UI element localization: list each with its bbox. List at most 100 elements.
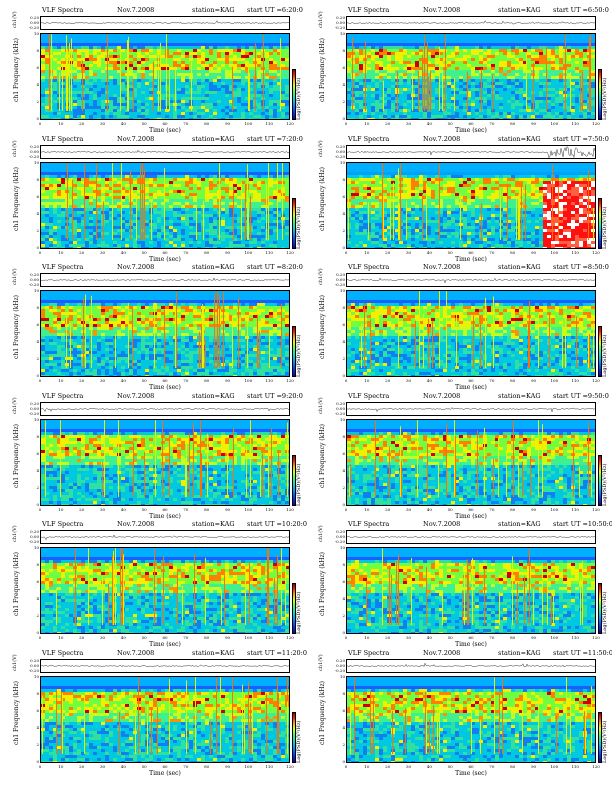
spectrogram-cell <box>225 88 229 91</box>
spectrogram-cell <box>237 183 241 187</box>
spectrogram-cell <box>383 46 387 49</box>
spectrogram-cell <box>101 168 105 172</box>
ch-ytick: -0.20 <box>29 25 39 30</box>
spectrogram-cell <box>137 106 141 109</box>
spectrogram-cell <box>53 174 57 178</box>
spectrogram-cell <box>407 55 411 58</box>
sferic-streak <box>481 68 482 111</box>
spectrogram-cell <box>209 94 213 97</box>
frequency-tick-label: 2 <box>342 99 345 104</box>
spectrogram-cell <box>181 97 185 100</box>
spectrogram-cell <box>197 219 201 223</box>
spectrogram-cell <box>455 70 459 73</box>
spectrogram-cell <box>463 67 467 70</box>
spectrogram-cell <box>221 46 225 49</box>
spectrogram-cell <box>383 115 387 118</box>
spectrogram-cell <box>73 204 77 208</box>
spectrogram-cell <box>73 207 77 211</box>
spectrogram-cell <box>407 37 411 40</box>
spectrogram-cell <box>221 40 225 43</box>
spectrogram-cell <box>113 186 117 190</box>
spectrogram-cell <box>241 213 245 217</box>
spectrogram-cell <box>109 174 113 178</box>
spectrogram-cell <box>161 70 165 73</box>
spectrogram-cell <box>93 61 97 64</box>
spectrogram-cell <box>539 85 543 88</box>
spectrogram-cell <box>583 64 587 67</box>
spectrogram-cell <box>459 70 463 73</box>
spectrogram-cell <box>229 207 233 211</box>
spectrogram-cell <box>359 79 363 82</box>
spectrogram-cell <box>285 168 289 172</box>
spectrogram-cell <box>555 55 559 58</box>
spectrogram-cell <box>85 100 89 103</box>
spectrogram-cell <box>575 73 579 76</box>
spectrogram-cell <box>379 43 383 46</box>
spectrogram-cell <box>149 46 153 49</box>
spectrogram-cell <box>273 43 277 46</box>
spectrogram-cell <box>153 94 157 97</box>
spectrogram-cell <box>253 201 257 205</box>
spectrogram-cell <box>475 112 479 115</box>
spectrogram-cell <box>241 165 245 169</box>
spectrogram-cell <box>391 34 395 37</box>
spectrogram-cell <box>77 118 81 119</box>
spectrogram-cell <box>415 88 419 91</box>
spectrogram-cell <box>225 201 229 205</box>
spectrogram-cell <box>491 64 495 67</box>
spectrogram-cell <box>241 70 245 73</box>
spectrogram-cell <box>467 85 471 88</box>
panel-start-time: start UT =6:20:0 <box>247 6 303 15</box>
spectrogram-cell <box>371 79 375 82</box>
spectrogram-cell <box>371 82 375 85</box>
spectrogram-cell <box>213 168 217 172</box>
spectrogram-cell <box>145 118 149 119</box>
spectrogram-cell <box>117 210 121 214</box>
spectrogram-cell <box>471 97 475 100</box>
spectrogram-cell <box>387 85 391 88</box>
spectrogram-cell <box>375 40 379 43</box>
spectrogram-cell <box>229 118 233 119</box>
spectrogram-cell <box>375 106 379 109</box>
spectrogram-cell <box>113 52 117 55</box>
spectrogram-cell <box>41 177 45 181</box>
spectrogram-cell <box>113 112 117 115</box>
spectrogram-cell <box>399 58 403 61</box>
spectrogram-cell <box>149 165 153 169</box>
spectrogram-cell <box>53 97 57 100</box>
spectrogram-cell <box>225 207 229 211</box>
spectrogram-cell <box>455 37 459 40</box>
spectrogram-cell <box>181 115 185 118</box>
spectrogram-cell <box>355 85 359 88</box>
spectrogram-cell <box>523 64 527 67</box>
spectrogram-cell <box>245 112 249 115</box>
spectrogram-cell <box>205 67 209 70</box>
spectrogram-cell <box>201 70 205 73</box>
spectrogram-cell <box>499 76 503 79</box>
panel-station: station=KAG <box>192 6 235 15</box>
spectrogram-cell <box>53 180 57 184</box>
spectrogram-cell <box>375 112 379 115</box>
spectrogram-cell <box>121 168 125 172</box>
spectrogram-cell <box>73 79 77 82</box>
spectrogram-cell <box>49 171 53 175</box>
spectrogram-cell <box>499 70 503 73</box>
spectrogram-cell <box>153 165 157 169</box>
sferic-streak <box>580 75 581 111</box>
spectrogram-cell <box>491 52 495 55</box>
spectrogram-cell <box>237 219 241 223</box>
spectrogram-cell <box>77 162 81 166</box>
spectrogram-cell <box>69 177 73 181</box>
spectrogram-cell <box>149 70 153 73</box>
spectrogram-cell <box>371 73 375 76</box>
spectrogram-cell <box>221 73 225 76</box>
spectrogram-cell <box>439 61 443 64</box>
sferic-streak <box>82 60 83 111</box>
spectrogram-cell <box>145 94 149 97</box>
spectrogram-cell <box>475 97 479 100</box>
spectrogram-cell <box>487 109 491 112</box>
time-axis-label: Time (sec) <box>40 127 290 134</box>
spectrogram-cell <box>81 198 85 202</box>
spectrogram-cell <box>101 76 105 79</box>
spectrogram-cell <box>49 183 53 187</box>
